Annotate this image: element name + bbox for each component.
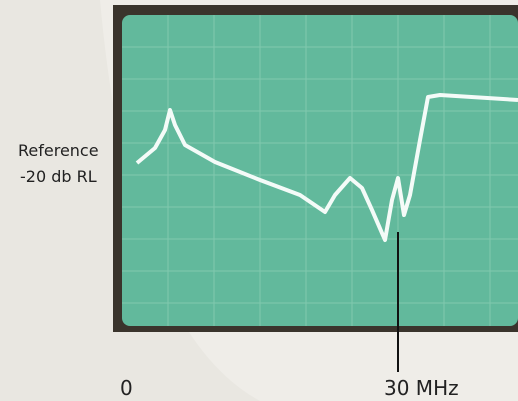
level-label: -20 db RL xyxy=(20,167,97,186)
trace xyxy=(135,93,518,242)
reference-label: Reference xyxy=(18,141,99,160)
end-label: 30 MHz xyxy=(384,376,459,400)
scope-screen xyxy=(122,15,518,326)
start-label: 0 xyxy=(120,376,133,400)
screen-grid xyxy=(122,15,518,326)
